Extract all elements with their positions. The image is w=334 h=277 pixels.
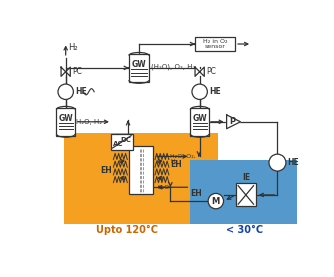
Text: HE: HE xyxy=(209,87,221,96)
Text: PC: PC xyxy=(72,67,82,76)
Text: < 30°C: < 30°C xyxy=(226,225,263,235)
Text: M: M xyxy=(212,197,220,206)
Text: H₂O: H₂O xyxy=(157,185,170,190)
Text: H₂ in O₂
sensor: H₂ in O₂ sensor xyxy=(203,39,227,49)
Text: EH: EH xyxy=(170,160,182,169)
Bar xyxy=(190,108,209,136)
Text: H₂: H₂ xyxy=(170,159,178,164)
Bar xyxy=(64,133,218,224)
Text: H₂O, O₂,: H₂O, O₂, xyxy=(170,154,196,159)
Text: H₂O, H₂: H₂O, H₂ xyxy=(76,119,103,125)
Text: Upto 120°C: Upto 120°C xyxy=(96,225,158,235)
Polygon shape xyxy=(226,115,240,129)
Bar xyxy=(195,37,235,51)
Text: EH: EH xyxy=(100,166,112,175)
Text: (H₂O), O₂, H₂: (H₂O), O₂, H₂ xyxy=(151,63,195,70)
Bar xyxy=(111,134,133,150)
Text: EH: EH xyxy=(190,189,202,198)
Polygon shape xyxy=(195,72,204,76)
Bar xyxy=(190,160,297,224)
Text: DC: DC xyxy=(120,137,131,142)
Text: HE: HE xyxy=(288,158,299,167)
Bar xyxy=(236,183,256,206)
Text: GW: GW xyxy=(192,114,207,123)
Polygon shape xyxy=(61,72,70,76)
Polygon shape xyxy=(195,67,204,72)
Circle shape xyxy=(269,154,286,171)
Circle shape xyxy=(58,84,73,99)
Text: AC: AC xyxy=(113,141,123,147)
Text: PC: PC xyxy=(206,67,216,76)
Text: GW: GW xyxy=(132,60,146,69)
Bar xyxy=(129,54,149,82)
Text: IE: IE xyxy=(242,173,250,182)
Circle shape xyxy=(208,193,223,209)
Polygon shape xyxy=(61,67,70,72)
Text: GW: GW xyxy=(58,114,73,123)
Text: HE: HE xyxy=(75,87,87,96)
Text: H₂: H₂ xyxy=(68,43,77,52)
Bar xyxy=(129,147,153,194)
Bar xyxy=(56,108,75,136)
Text: P: P xyxy=(230,117,236,126)
Circle shape xyxy=(192,84,207,99)
